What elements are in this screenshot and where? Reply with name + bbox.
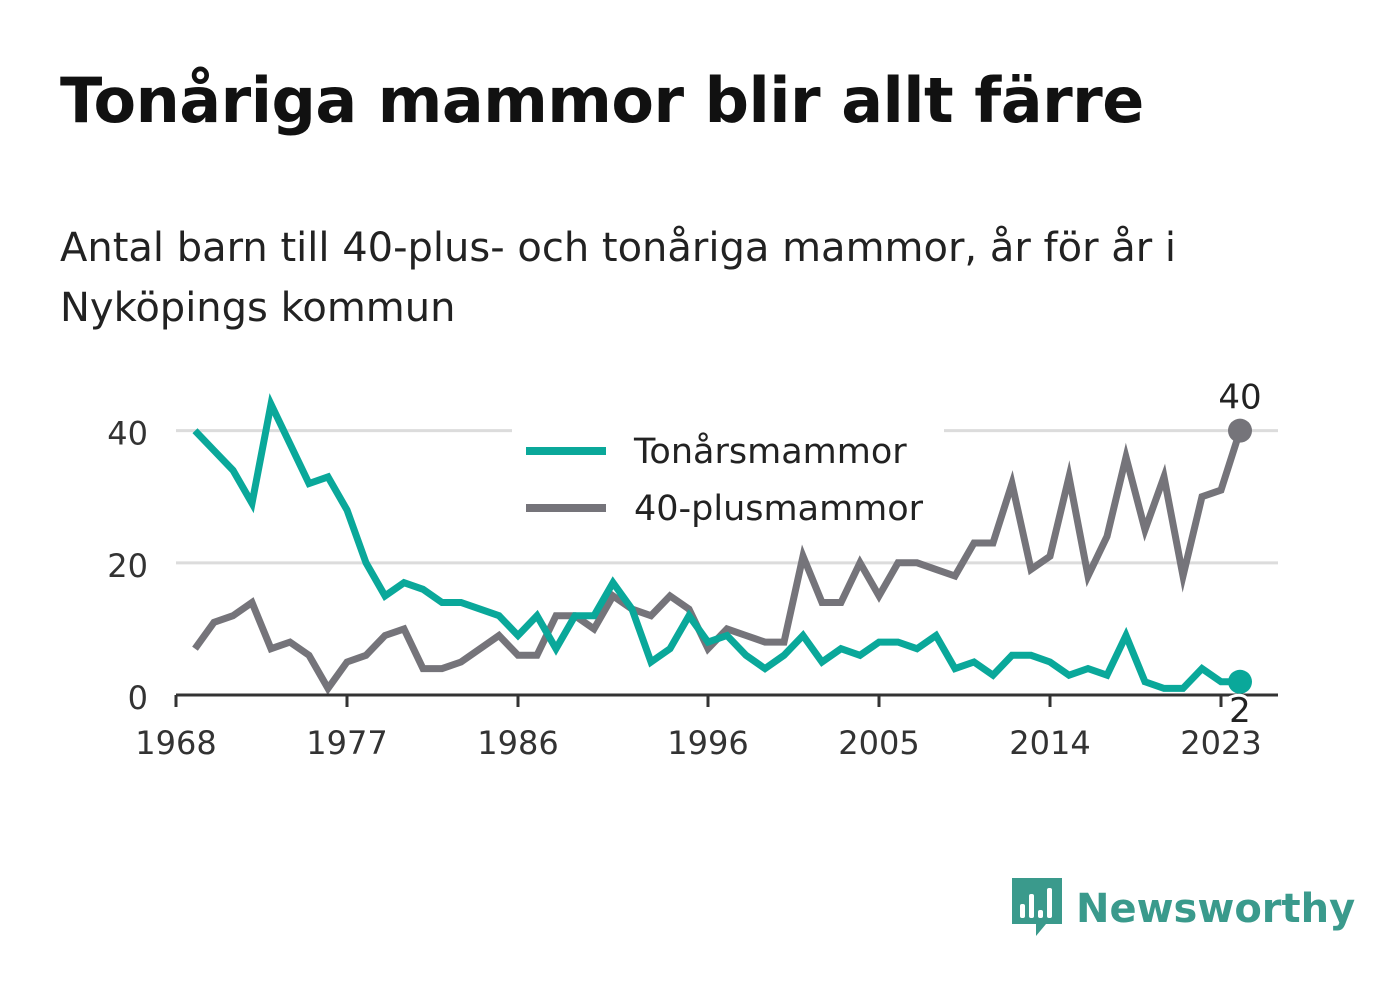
end-label-40plus: 40 <box>1218 378 1261 418</box>
tick-labels: 0 20 40 1968 1977 1986 1996 2005 2014 2023 <box>107 415 1261 762</box>
x-tick-label: 2005 <box>838 724 919 762</box>
x-tick-label: 1996 <box>667 724 748 762</box>
brand-name: Newsworthy <box>1076 886 1356 932</box>
legend-background <box>512 425 944 543</box>
series-lines <box>192 393 1244 695</box>
end-label-teen: 2 <box>1229 691 1251 731</box>
legend-entry-0: Tonårsmammor <box>633 431 907 472</box>
x-tick-label: 1986 <box>477 724 558 762</box>
x-tick-label: 2014 <box>1009 724 1090 762</box>
newsworthy-logo-icon <box>1012 878 1062 936</box>
y-tick-label: 40 <box>107 415 148 453</box>
y-tick-label: 20 <box>107 547 148 585</box>
x-tick-label: 1977 <box>306 724 387 762</box>
chart-subtitle: Antal barn till 40-plus- och tonåriga ma… <box>60 225 1177 331</box>
legend-entry-1: 40-plusmammor <box>634 489 924 529</box>
newsworthy-logo: Newsworthy <box>1012 878 1355 940</box>
x-tick-label: 2023 <box>1180 724 1261 762</box>
y-tick-label: 0 <box>128 679 148 717</box>
end-marker-teen <box>1228 669 1252 694</box>
end-marker-40plus <box>1228 418 1252 443</box>
legend: Tonårsmammor 40-plusmammor <box>512 425 944 543</box>
x-tick-label: 1968 <box>135 724 216 762</box>
x-axis <box>174 693 1278 707</box>
chart-title: Tonåriga mammor blir allt färre <box>60 64 1144 137</box>
end-markers: 40 2 <box>1218 378 1261 734</box>
series-line-0 <box>192 393 1240 692</box>
